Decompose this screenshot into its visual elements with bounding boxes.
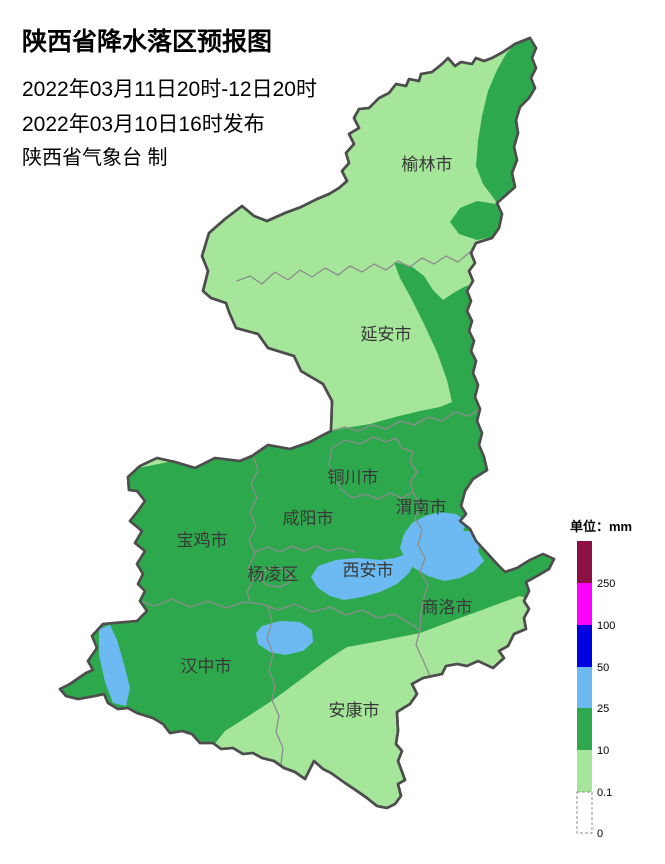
- rain-zone-10-25-central-south: [60, 262, 554, 772]
- legend-unit-label: 单位：mm: [570, 519, 632, 534]
- map-label-ankang: 安康市: [329, 701, 380, 720]
- legend-swatch-100: [577, 583, 592, 625]
- legend-value-100: 100: [597, 620, 615, 632]
- legend-swatch-50: [577, 625, 592, 667]
- rain-zone-10-25-northeast-strip: [476, 38, 548, 214]
- border-qinling: [136, 598, 421, 631]
- legend-value-0p1: 0.1: [597, 787, 612, 799]
- map-label-yulin: 榆林市: [402, 155, 453, 174]
- producer-credit: 陕西省气象台 制: [22, 146, 168, 169]
- legend: 单位：mm 250 100 50 25 10 0.1 0: [570, 519, 632, 840]
- map-label-yangling: 杨凌区: [248, 565, 299, 584]
- legend-value-10: 10: [597, 745, 609, 757]
- map-label-baoji: 宝鸡市: [177, 531, 228, 550]
- page-title: 陕西省降水落区预报图: [22, 28, 272, 56]
- province-outline: [58, 36, 556, 810]
- title-block: 陕西省降水落区预报图 2022年03月11日20时-12日20时 2022年03…: [22, 28, 317, 169]
- border-hanzhong-ankang: [266, 605, 284, 765]
- legend-value-250: 250: [597, 578, 615, 590]
- rain-zone-25-50-xian: [311, 554, 415, 600]
- border-yulin-yanan: [236, 237, 494, 285]
- legend-swatch-0p1: [577, 750, 592, 792]
- legend-value-50: 50: [597, 662, 609, 674]
- border-xianyang-xian: [254, 545, 356, 553]
- legend-swatch-25: [577, 667, 592, 708]
- legend-value-0: 0: [597, 828, 603, 840]
- legend-swatch-10: [577, 708, 592, 750]
- legend-swatch-0: [576, 791, 593, 834]
- map-label-weinan: 渭南市: [396, 498, 447, 517]
- map-label-xianyang: 咸阳市: [283, 509, 334, 528]
- city-labels: 榆林市 延安市 铜川市 渭南市 咸阳市 宝鸡市 杨凌区 西安市 商洛市 汉中市 …: [177, 155, 473, 720]
- legend-swatch-250: [577, 541, 592, 583]
- issue-time: 2022年03月10日16时发布: [22, 113, 265, 136]
- legend-value-25: 25: [597, 703, 609, 715]
- border-xian-weinan-shangluo: [412, 491, 429, 631]
- border-tongchuan: [328, 436, 418, 500]
- map-label-shangluo: 商洛市: [422, 598, 473, 617]
- map-label-yanan: 延安市: [361, 325, 412, 344]
- map-label-xian: 西安市: [343, 561, 394, 580]
- border-yangling: [258, 566, 292, 588]
- map-label-hanzhong: 汉中市: [181, 657, 232, 676]
- map-label-tongchuan: 铜川市: [328, 468, 379, 487]
- valid-period: 2022年03月11日20时-12日20时: [22, 78, 317, 101]
- border-baoji-xianyang: [246, 455, 259, 602]
- border-yanan-south: [330, 409, 480, 432]
- rain-zone-25-50-hanzhong-west: [99, 625, 130, 706]
